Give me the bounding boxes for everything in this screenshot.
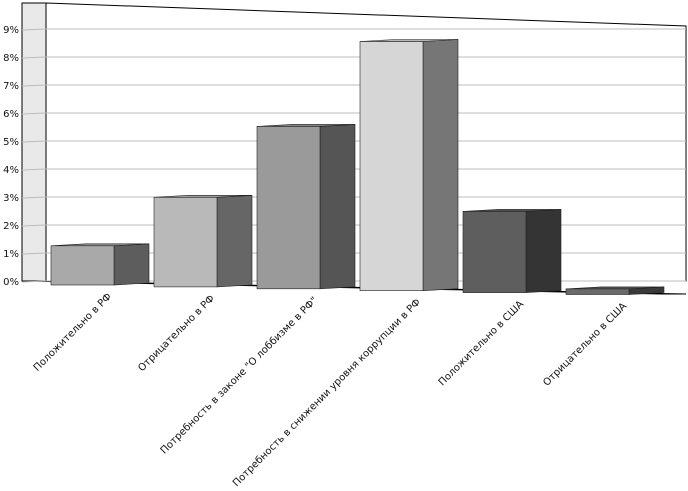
gridline-side xyxy=(21,28,47,31)
y-tick-label: 6% xyxy=(3,109,19,120)
bar-front xyxy=(256,126,321,290)
gridline-side xyxy=(21,140,47,143)
y-axis-tick-labels: 0% 1% 2% 3% 4% 5% 6% 7% 8% 9% xyxy=(3,25,19,288)
bar-side xyxy=(525,209,562,293)
x-tick-label: Отрицательно в РФ xyxy=(136,293,217,374)
gridline-side xyxy=(21,84,47,87)
bar-6 xyxy=(565,286,665,295)
bar-5 xyxy=(462,209,562,293)
x-tick-label: Отрицательно в США xyxy=(541,301,629,389)
bar-front xyxy=(50,245,115,286)
x-axis-tick-labels: Положительно в РФ Отрицательно в РФПотреб… xyxy=(32,291,629,489)
x-tick-label: Потребность в снижении уровня коррупции … xyxy=(231,297,423,489)
gridline-side xyxy=(21,280,47,283)
gridline-side xyxy=(21,196,47,199)
y-tick-label: 4% xyxy=(3,165,19,176)
y-tick-label: 8% xyxy=(3,53,19,64)
y-tick-label: 9% xyxy=(3,25,19,36)
bar-front xyxy=(359,41,424,291)
bar-front xyxy=(462,211,527,293)
gridline-side xyxy=(21,252,47,255)
x-tick-label: Положительно в РФ xyxy=(32,291,115,374)
bar-side xyxy=(216,194,253,288)
bar-4 xyxy=(359,39,459,292)
bar-3 xyxy=(256,124,356,290)
y-tick-label: 1% xyxy=(3,249,19,260)
gridline-side xyxy=(21,112,47,115)
bar-1 xyxy=(50,243,150,286)
y-tick-label: 0% xyxy=(3,277,19,288)
gridline-side xyxy=(21,168,47,171)
bar-side xyxy=(319,124,356,290)
bar-side xyxy=(113,243,150,286)
bar-front xyxy=(565,288,630,295)
y-tick-label: 3% xyxy=(3,193,19,204)
y-tick-label: 7% xyxy=(3,81,19,92)
bar-side xyxy=(422,39,459,292)
bars xyxy=(50,39,665,295)
y-tick-label: 2% xyxy=(3,221,19,232)
gridline-side xyxy=(21,56,47,59)
y-tick-label: 5% xyxy=(3,137,19,148)
bar-front xyxy=(153,197,218,288)
bar-2 xyxy=(153,194,253,288)
x-tick-label: Положительно в США xyxy=(437,299,526,388)
gridline-side xyxy=(21,224,47,227)
